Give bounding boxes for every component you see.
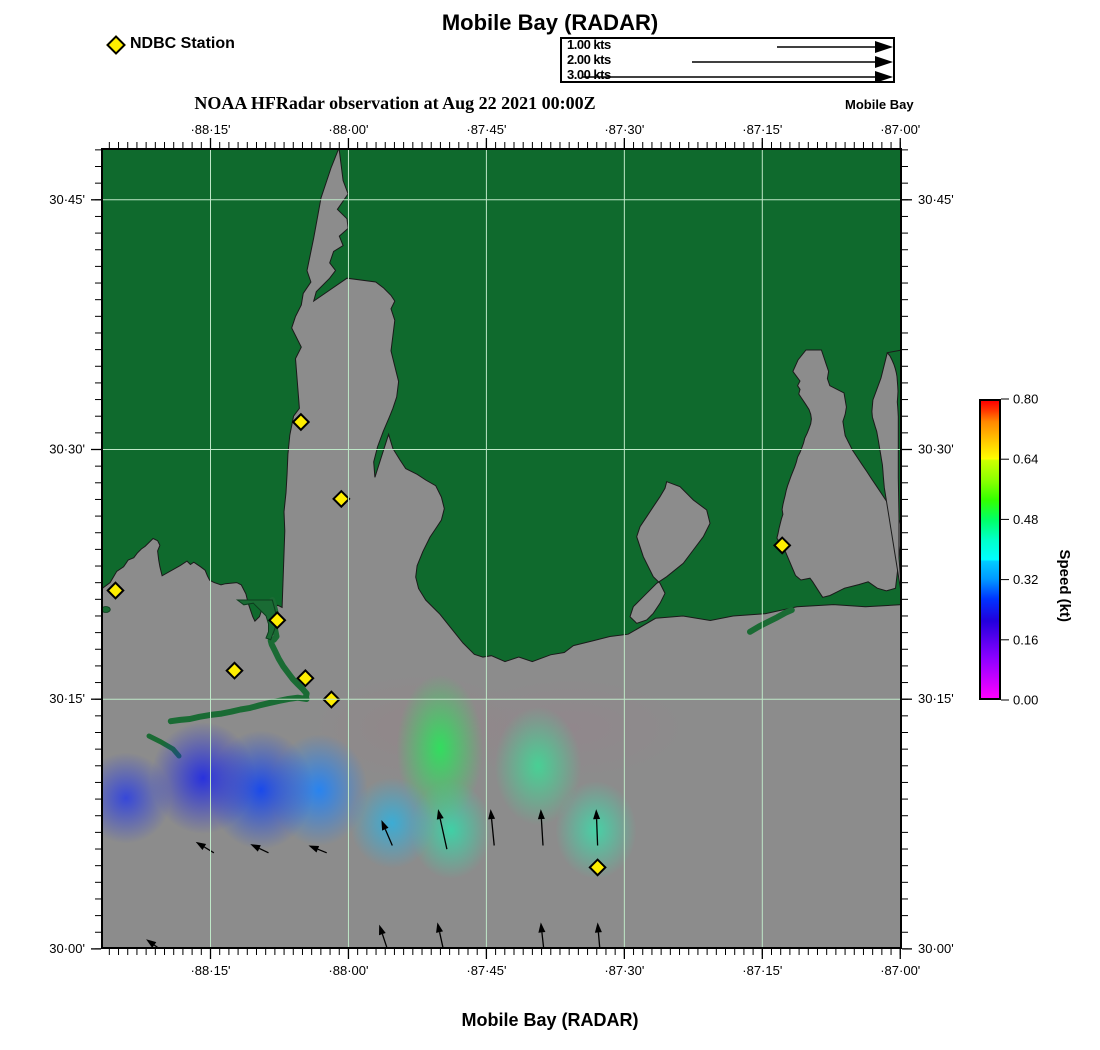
svg-text:30·30': 30·30' bbox=[49, 442, 85, 457]
svg-text:·88·00': ·88·00' bbox=[328, 963, 368, 978]
svg-text:·87·15': ·87·15' bbox=[742, 122, 782, 137]
svg-text:30·15': 30·15' bbox=[918, 691, 954, 706]
svg-text:30·45': 30·45' bbox=[918, 192, 954, 207]
svg-text:·88·00': ·88·00' bbox=[328, 122, 368, 137]
svg-text:·87·45': ·87·45' bbox=[466, 122, 506, 137]
svg-text:30·00': 30·00' bbox=[49, 941, 85, 956]
svg-text:30·00': 30·00' bbox=[918, 941, 954, 956]
svg-text:·87·30': ·87·30' bbox=[604, 963, 644, 978]
svg-text:·88·15': ·88·15' bbox=[190, 122, 230, 137]
svg-text:·87·00': ·87·00' bbox=[880, 963, 920, 978]
svg-text:30·30': 30·30' bbox=[918, 442, 954, 457]
svg-text:·87·15': ·87·15' bbox=[742, 963, 782, 978]
svg-text:·88·15': ·88·15' bbox=[190, 963, 230, 978]
svg-text:30·15': 30·15' bbox=[49, 691, 85, 706]
svg-text:·87·30': ·87·30' bbox=[604, 122, 644, 137]
svg-text:30·45': 30·45' bbox=[49, 192, 85, 207]
svg-text:·87·00': ·87·00' bbox=[880, 122, 920, 137]
svg-text:·87·45': ·87·45' bbox=[466, 963, 506, 978]
